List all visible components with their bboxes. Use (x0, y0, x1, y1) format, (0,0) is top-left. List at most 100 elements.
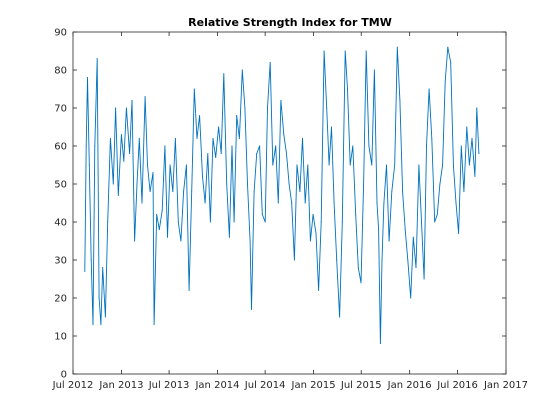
rsi-data-point (272, 164, 274, 166)
rsi-data-point (450, 61, 452, 63)
rsi-data-point (212, 137, 214, 139)
rsi-data-point (261, 213, 263, 215)
rsi-data-point (153, 324, 155, 326)
x-axis: Jul 2012 Jan 2013 Jul 2013 Jan 2014 Jul 2014… (52, 32, 528, 391)
rsi-data-point (136, 183, 138, 185)
rsi-data-point (368, 145, 370, 147)
x-tick-label: Jan 2015 (291, 380, 336, 391)
rsi-data-point (202, 175, 203, 177)
rsi-data-point (341, 221, 343, 223)
rsi-data-point (220, 153, 222, 155)
x-tick-label: Jul 2013 (148, 380, 190, 391)
rsi-data-point (158, 229, 160, 231)
rsi-data-point (167, 236, 168, 238)
rsi-data-point (199, 115, 201, 117)
rsi-data-point (131, 99, 133, 101)
rsi-data-point (458, 232, 460, 234)
rsi-data-point (264, 221, 266, 223)
rsi-data-point (156, 213, 158, 215)
x-tick-label: Jul 2012 (52, 380, 94, 391)
rsi-data-point (423, 278, 425, 280)
rsi-data-point (241, 69, 243, 71)
rsi-data-point (302, 137, 303, 139)
x-tick-label: Jan 2013 (98, 380, 143, 391)
rsi-data-point (152, 172, 154, 174)
rsi-data-point (474, 175, 476, 177)
rsi-data-point (418, 164, 420, 166)
rsi-data-point (339, 316, 341, 318)
rsi-data-point (293, 259, 295, 261)
x-tick-label: Jul 2014 (244, 380, 286, 391)
rsi-data-point (102, 267, 104, 269)
y-tick-label: 10 (54, 332, 67, 343)
rsi-data-point (96, 58, 98, 60)
rsi-data-point (396, 46, 398, 48)
rsi-data-point (172, 191, 174, 193)
rsi-data-point (428, 88, 430, 90)
rsi-data-point (215, 156, 217, 158)
rsi-data-point (149, 191, 151, 193)
rsi-data-point (233, 221, 235, 223)
rsi-data-point (376, 202, 378, 204)
plot-area (84, 46, 480, 345)
rsi-data-point (355, 213, 357, 215)
rsi-data-point (280, 99, 282, 101)
rsi-data-point (267, 107, 268, 109)
rsi-data-point (468, 164, 470, 166)
rsi-data-point (394, 164, 396, 166)
rsi-data-point (478, 153, 480, 155)
rsi-data-point (431, 137, 433, 139)
rsi-data-point (476, 107, 478, 109)
rsi-data-point (117, 194, 119, 196)
y-tick-label: 70 (54, 104, 67, 115)
rsi-data-point (174, 137, 176, 139)
rsi-data-point (115, 107, 117, 109)
y-tick-label: 60 (54, 142, 67, 153)
rsi-data-point (471, 137, 473, 139)
rsi-data-point (452, 164, 454, 166)
rsi-data-point (309, 240, 311, 242)
rsi-data-point (247, 183, 248, 185)
rsi-data-point (231, 145, 233, 147)
rsi-data-point (269, 61, 271, 63)
rsi-data-point (98, 297, 100, 299)
rsi-data-point (318, 289, 320, 291)
rsi-data-point (328, 164, 330, 166)
rsi-data-point (238, 137, 240, 139)
rsi-data-point (371, 164, 373, 166)
rsi-data-point (410, 297, 412, 299)
rsi-data-point (336, 259, 338, 261)
rsi-data-point (288, 183, 290, 185)
rsi-data-point (447, 46, 449, 48)
rsi-data-point (251, 308, 252, 310)
rsi-data-point (331, 126, 332, 128)
y-tick-label: 30 (54, 256, 67, 267)
rsi-data-point (169, 164, 171, 166)
rsi-data-point (123, 160, 125, 162)
rsi-data-point (344, 50, 346, 52)
rsi-data-point (386, 164, 387, 166)
rsi-data-point (286, 153, 287, 155)
rsi-data-point (296, 164, 298, 166)
rsi-data-point (107, 221, 109, 223)
rsi-data-point (161, 210, 163, 212)
rsi-data-point (244, 107, 246, 109)
rsi-data-point (253, 191, 255, 193)
rsi-data-point (391, 191, 393, 193)
rsi-data-point (92, 324, 94, 326)
rsi-data-point (144, 96, 146, 98)
rsi-data-point (326, 107, 328, 109)
rsi-data-point (436, 213, 438, 215)
y-tick-label: 90 (54, 28, 67, 39)
rsi-data-point (363, 183, 365, 185)
rsi-data-point (455, 202, 457, 204)
rsi-data-point (236, 115, 238, 117)
rsi-data-point (381, 259, 383, 261)
rsi-data-point (85, 145, 87, 147)
rsi-data-point (463, 191, 465, 193)
y-tick-label: 50 (54, 180, 67, 191)
rsi-data-point (347, 88, 348, 90)
rsi-data-point (402, 191, 404, 193)
